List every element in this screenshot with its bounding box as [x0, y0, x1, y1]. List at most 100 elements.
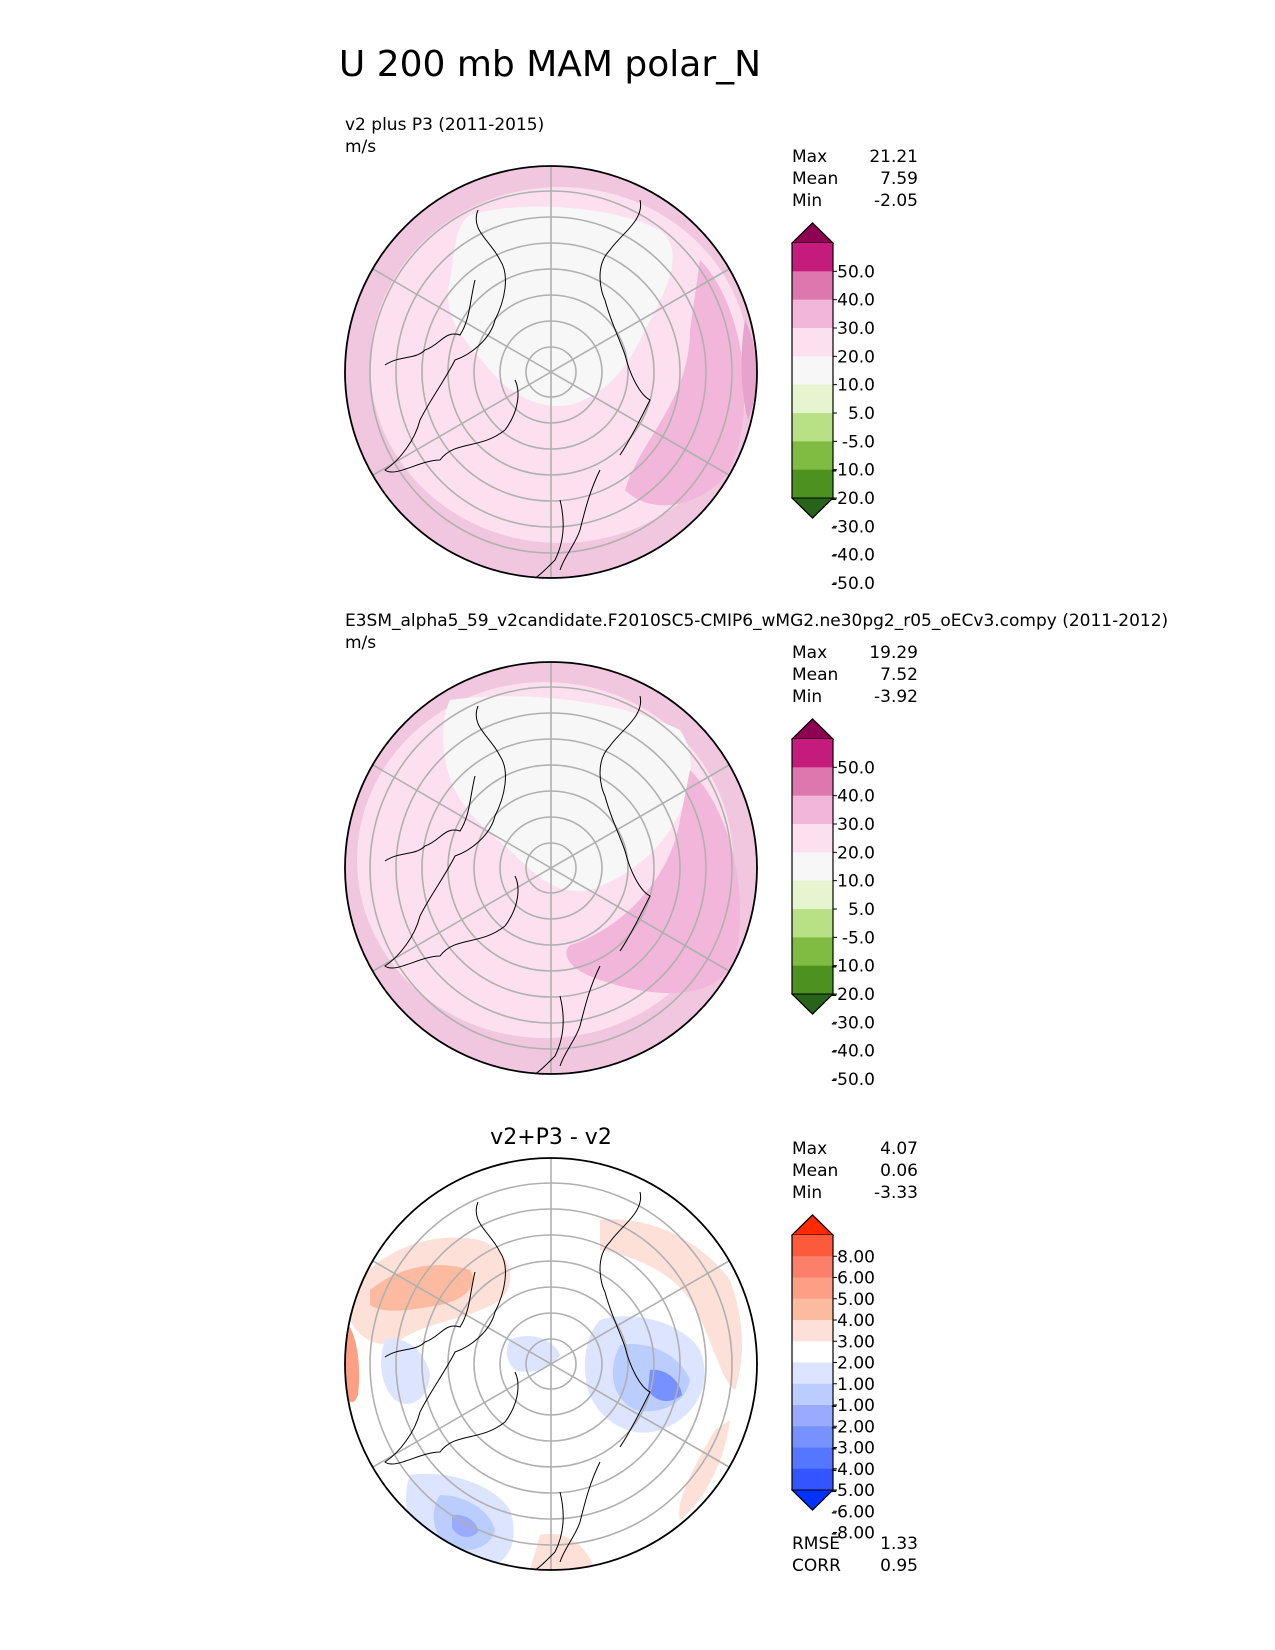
panel-1-stat-label-mean: Mean [792, 169, 838, 189]
panel-1-colorbar-swatch [792, 413, 833, 442]
panel-3-colorbar-tick-label: 2.00 [837, 1354, 875, 1374]
panel-1-colorbar-swatch [792, 271, 833, 301]
panel-2-colorbar-tick-label: 10.0 [837, 872, 875, 892]
panel-1-colorbar-tick-label: -20.0 [831, 489, 875, 509]
panel-3-metric-label-rmse: RMSE [792, 1534, 840, 1554]
panel-3-metric-rmse: 1.33 [880, 1534, 918, 1554]
panel-3-colorbar-tick-label: 6.00 [837, 1269, 875, 1289]
panel-1-colorbar-swatch [792, 441, 833, 471]
panel-3-field-neg-east-core [648, 1369, 682, 1402]
panel-2-colorbar-extend-max [790, 718, 835, 740]
panel-1-title: v2 plus P3 (2011-2015) [345, 115, 544, 135]
panel-1-colorbar-swatch [792, 299, 833, 329]
panel-2-colorbar-swatch [792, 795, 833, 825]
panel-3-field-pos-west [345, 1320, 360, 1403]
panel-2-colorbar-tick-label: 50.0 [837, 758, 875, 778]
panel-3-colorbar-swatch [792, 1235, 833, 1257]
panel-2-colorbar-swatch [792, 937, 833, 967]
panel-1-stats: Max 21.21 Mean 7.59 Min -2.05 [792, 147, 918, 211]
panel-3-metric-corr: 0.95 [880, 1556, 918, 1576]
figure-title: U 200 mb MAM polar_N [339, 44, 761, 85]
panel-1: v2 plus P3 (2011-2015) m/s Max 21.21 Mea… [344, 115, 918, 594]
panel-1-colorbar-tick-label: 20.0 [837, 347, 875, 367]
panel-2-colorbar-tick-label: 5.0 [848, 900, 875, 920]
panel-1-stat-label-min: Min [792, 191, 822, 211]
panel-2-colorbar-swatch [792, 824, 833, 853]
panel-1-colorbar-tick-label: 40.0 [837, 291, 875, 311]
panel-3-field-pos-east [600, 1219, 742, 1390]
panel-2-grid [369, 662, 733, 1074]
panel-3-colorbar-tick-label: -3.00 [831, 1439, 875, 1459]
panel-3-colorbar-swatch [792, 1383, 833, 1406]
panel-2-colorbar-tick-label: -30.0 [831, 1013, 875, 1033]
panel-2-colorbar-extend-min [790, 993, 835, 1015]
panel-3-colorbar-tick-label: 4.00 [837, 1311, 875, 1331]
panel-3-coastlines [384, 1191, 651, 1571]
panel-2-colorbar-swatch [792, 852, 833, 882]
panel-3-field-neg-west [381, 1339, 430, 1404]
panel-1-colorbar-swatch [792, 243, 833, 272]
panel-2-stat-label-min: Min [792, 687, 822, 707]
panel-3-colorbar-tick-label: -2.00 [831, 1417, 875, 1437]
panel-1-colorbar-swatch [792, 356, 833, 386]
panel-2-stat-label-max: Max [792, 643, 827, 663]
panel-2-coastlines [384, 695, 651, 1075]
panel-2-colorbar-tick-label: -20.0 [831, 985, 875, 1005]
panel-1-stat-label-max: Max [792, 147, 827, 167]
panel-1-stat-mean: 7.59 [880, 169, 918, 189]
panel-2-colorbar-swatch [792, 909, 833, 938]
panel-1-colorbar-tick-label: 50.0 [837, 262, 875, 282]
panel-2-colorbar-swatch [792, 739, 833, 768]
panel-3-colorbar-extend-max [790, 1214, 835, 1236]
panel-3-colorbar-tick-label: 3.00 [837, 1332, 875, 1352]
panel-2-colorbar-tick-label: -10.0 [831, 957, 875, 977]
panel-2-field-strong-east [566, 770, 740, 994]
panel-2-colorbar-swatch [792, 880, 833, 910]
panel-1-colorbar-tick-label: -10.0 [831, 461, 875, 481]
panel-1-coastlines [384, 199, 651, 579]
panel-3-stats: Max 4.07 Mean 0.06 Min -3.33 [792, 1139, 918, 1203]
panel-3-colorbar-swatch [792, 1426, 833, 1448]
panel-3-stat-max: 4.07 [880, 1139, 918, 1159]
panel-2-stat-max: 19.29 [869, 643, 918, 663]
panel-2-stat-label-mean: Mean [792, 665, 838, 685]
panel-3-colorbar-tick-label: -1.00 [831, 1396, 875, 1416]
panel-3-colorbar-swatch [792, 1298, 833, 1321]
panel-2-colorbar-swatch [792, 965, 833, 995]
panel-3-title: v2+P3 - v2 [490, 1125, 612, 1150]
panel-1-colorbar-swatch [792, 328, 833, 357]
panel-2-colorbar-tick-label: -40.0 [831, 1042, 875, 1062]
panel-3-colorbar-swatch [792, 1447, 833, 1470]
panel-3-stat-mean: 0.06 [880, 1161, 918, 1181]
panel-3-colorbar-tick-label: -6.00 [831, 1502, 875, 1522]
panel-3-colorbar-swatch [792, 1468, 833, 1491]
panel-3-metric-label-corr: CORR [792, 1556, 841, 1576]
panel-2-title: E3SM_alpha5_59_v2candidate.F2010SC5-CMIP… [345, 611, 1168, 631]
panel-1-stat-max: 21.21 [869, 147, 918, 167]
panel-2-colorbar-tick-label: -5.0 [842, 928, 875, 948]
panel-3-colorbar-tick-label: -5.00 [831, 1481, 875, 1501]
panel-3-colorbar-swatch [792, 1277, 833, 1300]
panel-1-stat-min: -2.05 [874, 191, 918, 211]
panel-3-colorbar-tick-label: 8.00 [837, 1247, 875, 1267]
panel-1-colorbar-tick-label: -50.0 [831, 574, 875, 594]
panel-2-units: m/s [345, 633, 376, 653]
panel-1-colorbar-tick-label: 5.0 [848, 404, 875, 424]
panel-2-colorbar-tick-label: 30.0 [837, 815, 875, 835]
panel-1-units: m/s [345, 137, 376, 157]
panel-3-colorbar-swatch [792, 1320, 833, 1342]
panel-1-colorbar: 50.0 40.0 30.0 20.0 10.0 5.0 -5.0 -10.0 -20.0 -30… [790, 222, 875, 594]
panel-3-colorbar-tick-label: 1.00 [837, 1375, 875, 1395]
panel-1-map-border [344, 165, 758, 579]
panel-2: E3SM_alpha5_59_v2candidate.F2010SC5-CMIP… [344, 611, 1168, 1090]
panel-3-colorbar-swatch [792, 1405, 833, 1427]
panel-3-colorbar: 8.006.005.004.003.002.001.00-1.00-2.00-3… [790, 1214, 875, 1544]
panel-3-colorbar-tick-label: -4.00 [831, 1460, 875, 1480]
panel-2-colorbar-tick-label: 20.0 [837, 843, 875, 863]
panel-3-field-pos-northwest-core [370, 1265, 474, 1311]
panel-1-colorbar-swatch [792, 384, 833, 414]
panel-3-colorbar-swatch [792, 1341, 833, 1363]
panel-1-colorbar-tick-label: 30.0 [837, 319, 875, 339]
panel-3-stat-label-min: Min [792, 1183, 822, 1203]
panel-2-colorbar: 50.0 40.0 30.0 20.0 10.0 5.0 -5.0 -10.0 -20.0 -30… [790, 718, 875, 1090]
